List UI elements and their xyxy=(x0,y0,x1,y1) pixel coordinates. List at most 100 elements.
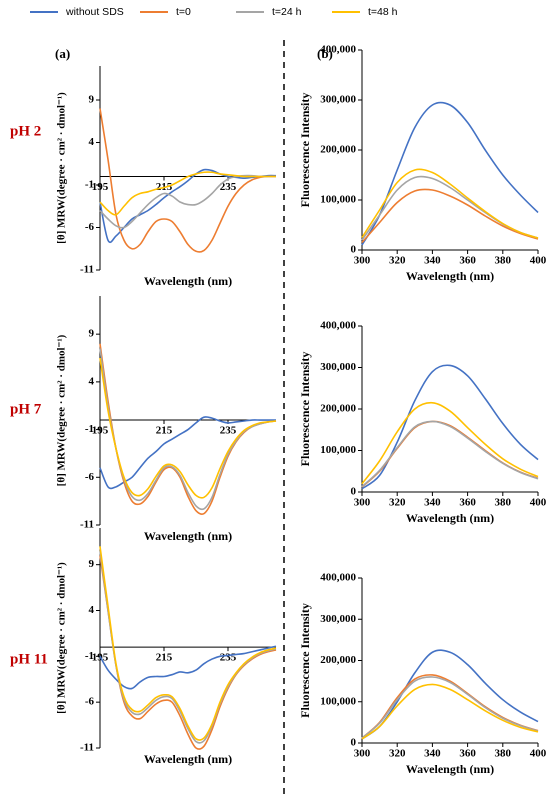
y-tick-label: 100,000 xyxy=(320,194,356,206)
series-line xyxy=(99,546,277,741)
series-line xyxy=(361,683,539,740)
x-tick-label: 300 xyxy=(354,748,371,760)
series-line xyxy=(99,645,277,690)
series-line xyxy=(99,174,276,229)
x-tick-label: 195 xyxy=(92,181,109,193)
y-tick-label: -1 xyxy=(85,423,94,435)
series-line xyxy=(361,188,539,244)
y-tick-label: -11 xyxy=(80,264,94,276)
y-tick-label: -1 xyxy=(85,179,94,191)
panel-label: (b) xyxy=(317,46,333,61)
x-tick-label: 360 xyxy=(459,255,476,267)
y-axis-title: Fluorescence Intensity xyxy=(298,603,312,718)
x-tick-label: 215 xyxy=(156,425,173,437)
x-tick-label: 235 xyxy=(220,425,237,437)
y-tick-label: 9 xyxy=(89,558,95,570)
series-line xyxy=(361,401,539,485)
y-tick-label: 200,000 xyxy=(320,144,356,156)
y-tick-label: -6 xyxy=(85,696,95,708)
series-line xyxy=(361,420,539,488)
x-tick-label: 340 xyxy=(424,748,441,760)
x-tick-label: 320 xyxy=(389,255,406,267)
x-tick-label: 215 xyxy=(156,652,173,664)
x-axis-title: Wavelength (nm) xyxy=(406,762,494,776)
x-tick-label: 380 xyxy=(495,497,512,509)
chart: 0 100,000 200,000 300,000 400,000 300 320 340 36… xyxy=(298,44,547,283)
series-line xyxy=(99,357,277,499)
x-tick-label: 360 xyxy=(459,748,476,760)
x-tick-label: 360 xyxy=(459,497,476,509)
x-tick-label: 340 xyxy=(424,255,441,267)
x-tick-label: 320 xyxy=(389,497,406,509)
y-axis-title: Fluorescence Intensity xyxy=(298,352,312,467)
y-tick-label: 400,000 xyxy=(320,320,356,332)
y-tick-label: 100,000 xyxy=(320,695,356,707)
y-tick-label: 0 xyxy=(351,486,357,498)
x-tick-label: 235 xyxy=(220,181,237,193)
series-line xyxy=(361,649,539,740)
legend-label: t=24 h xyxy=(272,6,302,18)
legend-label: without SDS xyxy=(65,6,124,18)
x-tick-label: 380 xyxy=(495,255,512,267)
y-tick-label: -6 xyxy=(85,471,95,483)
y-tick-label: 100,000 xyxy=(320,444,356,456)
y-tick-label: 300,000 xyxy=(320,94,356,106)
chart: -11 -6 -1 4 9 195 215 235 Wavelength (nm) [θ] MRW… xyxy=(56,296,277,543)
series-line xyxy=(99,416,276,490)
y-tick-label: 4 xyxy=(89,136,95,148)
y-tick-label: 400,000 xyxy=(320,44,356,56)
y-tick-label: -11 xyxy=(80,519,94,531)
y-tick-label: 0 xyxy=(351,737,357,749)
x-axis-title: Wavelength (nm) xyxy=(144,274,232,288)
y-axis-title: [θ] MRW(degree · cm² · dmol⁻¹) xyxy=(56,562,68,714)
row-label: pH 7 xyxy=(10,401,42,417)
series-line xyxy=(361,676,539,739)
x-tick-label: 235 xyxy=(220,652,237,664)
y-axis-title: Fluorescence Intensity xyxy=(298,93,312,208)
y-tick-label: 9 xyxy=(89,94,95,106)
y-tick-label: 0 xyxy=(351,244,357,256)
y-tick-label: 200,000 xyxy=(320,654,356,666)
y-axis-title: [θ] MRW(degree · cm² · dmol⁻¹) xyxy=(56,334,68,486)
legend-label: t=0 xyxy=(176,6,191,18)
series-line xyxy=(99,168,277,244)
series-line xyxy=(99,171,276,216)
y-tick-label: 300,000 xyxy=(320,613,356,625)
x-tick-label: 300 xyxy=(354,497,371,509)
x-tick-label: 380 xyxy=(495,748,512,760)
x-tick-label: 400 xyxy=(530,748,547,760)
series-line xyxy=(99,108,277,253)
series-line xyxy=(361,168,539,239)
y-tick-label: -6 xyxy=(85,221,95,233)
chart: 0 100,000 200,000 300,000 400,000 300 320 340 36… xyxy=(298,320,547,525)
row-label: pH 2 xyxy=(10,123,41,139)
y-tick-label: 400,000 xyxy=(320,572,356,584)
x-tick-label: 320 xyxy=(389,748,406,760)
x-tick-label: 400 xyxy=(530,497,547,509)
legend-label: t=48 h xyxy=(368,6,398,18)
y-tick-label: 4 xyxy=(89,375,95,387)
y-axis-title: [θ] MRW(degree · cm² · dmol⁻¹) xyxy=(56,92,68,244)
y-tick-label: 300,000 xyxy=(320,361,356,373)
x-tick-label: 400 xyxy=(530,255,547,267)
y-tick-label: 4 xyxy=(89,604,95,616)
chart: 0 100,000 200,000 300,000 400,000 300 320 340 36… xyxy=(298,572,547,776)
y-tick-label: 9 xyxy=(89,328,95,340)
x-axis-title: Wavelength (nm) xyxy=(406,269,494,283)
x-tick-label: 300 xyxy=(354,255,371,267)
series-line xyxy=(361,420,539,488)
series-line xyxy=(361,101,539,246)
y-tick-label: 200,000 xyxy=(320,403,356,415)
x-tick-label: 340 xyxy=(424,497,441,509)
x-axis-title: Wavelength (nm) xyxy=(144,752,232,766)
y-tick-label: -11 xyxy=(80,742,94,754)
y-tick-label: -1 xyxy=(85,650,94,662)
panel-label: (a) xyxy=(55,46,70,61)
x-tick-label: 195 xyxy=(92,425,109,437)
row-label: pH 11 xyxy=(10,651,48,667)
x-axis-title: Wavelength (nm) xyxy=(144,529,232,543)
x-axis-title: Wavelength (nm) xyxy=(406,511,494,525)
